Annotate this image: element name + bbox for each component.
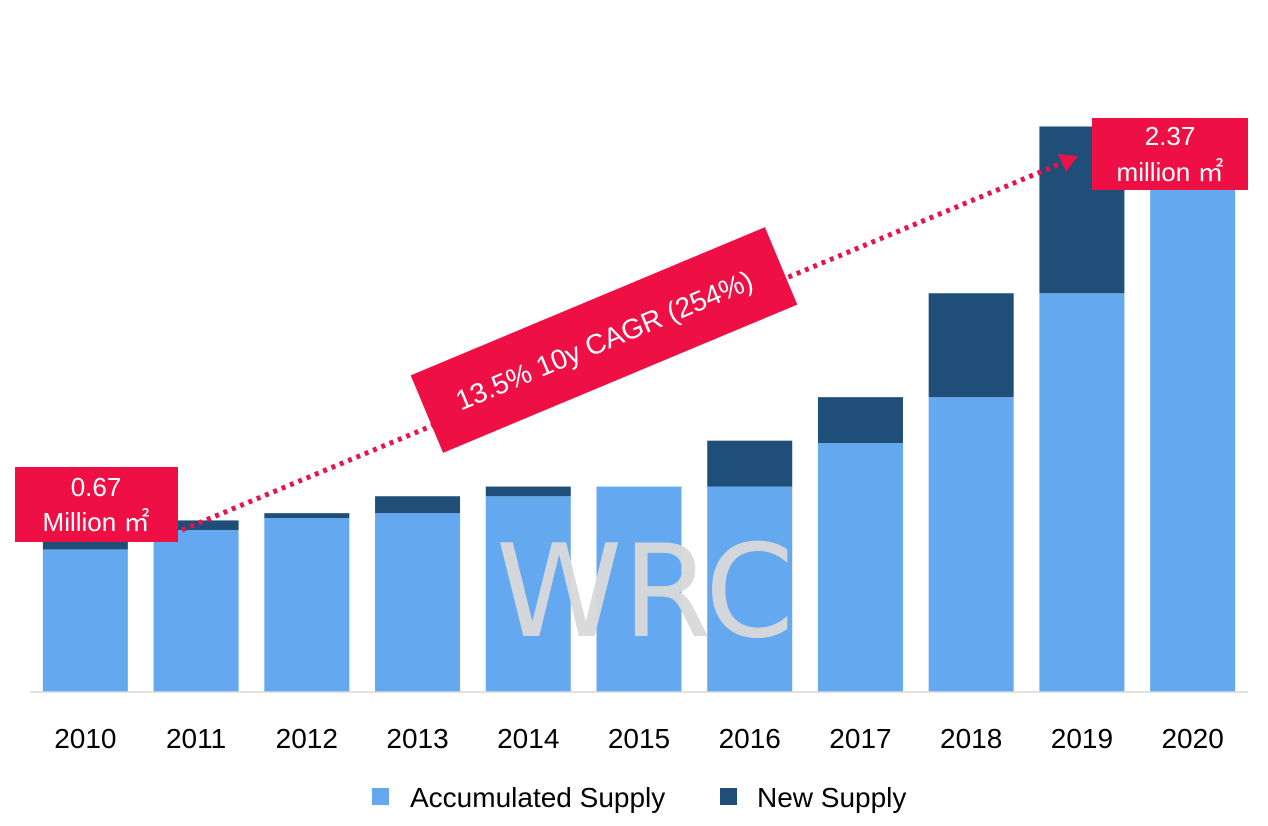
- x-tick-label-2013: 2013: [386, 723, 448, 754]
- bar-accumulated-2019: [1039, 293, 1125, 692]
- bar-new-2017: [817, 397, 903, 444]
- x-tick-label-2010: 2010: [54, 723, 116, 754]
- cagr-label-box: 13.5% 10y CAGR (254%): [410, 227, 798, 453]
- x-tick-label-2012: 2012: [276, 723, 338, 754]
- start-callout-unit: Million ㎡: [43, 507, 150, 537]
- cagr-label-background: [410, 227, 798, 453]
- bar-new-2012: [264, 513, 350, 518]
- bar-accumulated-2013: [375, 513, 461, 692]
- legend-label-accumulated: Accumulated Supply: [410, 782, 665, 813]
- end-callout-unit: million ㎡: [1117, 157, 1224, 187]
- bar-new-2011: [153, 520, 239, 531]
- trend-arrow-line: [181, 160, 1063, 533]
- legend: Accumulated Supply New Supply: [372, 782, 906, 813]
- bar-accumulated-2015: [596, 486, 682, 692]
- legend-label-new: New Supply: [757, 782, 906, 813]
- end-value-callout: 2.37 million ㎡: [1092, 118, 1248, 190]
- bar-new-2018: [928, 293, 1014, 398]
- legend-swatch-accumulated: [372, 788, 389, 805]
- start-callout-background: [15, 467, 178, 542]
- bar-accumulated-2010: [42, 549, 128, 692]
- end-callout-value: 2.37: [1145, 121, 1196, 151]
- x-tick-label-2018: 2018: [940, 723, 1002, 754]
- x-tick-label-2014: 2014: [497, 723, 559, 754]
- x-tick-label-2017: 2017: [829, 723, 891, 754]
- bar-accumulated-2011: [153, 530, 239, 692]
- x-tick-label-2011: 2011: [166, 723, 226, 754]
- x-tick-label-2016: 2016: [719, 723, 781, 754]
- x-tick-label-2020: 2020: [1161, 723, 1223, 754]
- bar-accumulated-2012: [264, 518, 350, 692]
- bar-new-2013: [375, 496, 461, 514]
- bar-new-2014: [485, 486, 571, 497]
- bar-accumulated-2017: [817, 443, 903, 692]
- x-tick-label-2015: 2015: [608, 723, 670, 754]
- legend-swatch-new: [720, 788, 737, 805]
- bar-new-2016: [707, 440, 793, 487]
- bar-accumulated-2020: [1150, 128, 1236, 692]
- bar-accumulated-2018: [928, 397, 1014, 692]
- bars-group: [42, 119, 1236, 692]
- bar-accumulated-2016: [707, 486, 793, 692]
- trend-arrow-head: [1058, 154, 1078, 172]
- start-callout-value: 0.67: [71, 472, 122, 502]
- bar-accumulated-2014: [485, 496, 571, 692]
- x-tick-labels: 2010 2011 2012 2013 2014 2015 2016 2017 2018 2019…: [54, 723, 1224, 754]
- watermark: WRC: [496, 518, 795, 667]
- start-value-callout: 0.67 Million ㎡: [15, 467, 178, 542]
- x-tick-label-2019: 2019: [1051, 723, 1113, 754]
- end-callout-background: [1092, 118, 1248, 190]
